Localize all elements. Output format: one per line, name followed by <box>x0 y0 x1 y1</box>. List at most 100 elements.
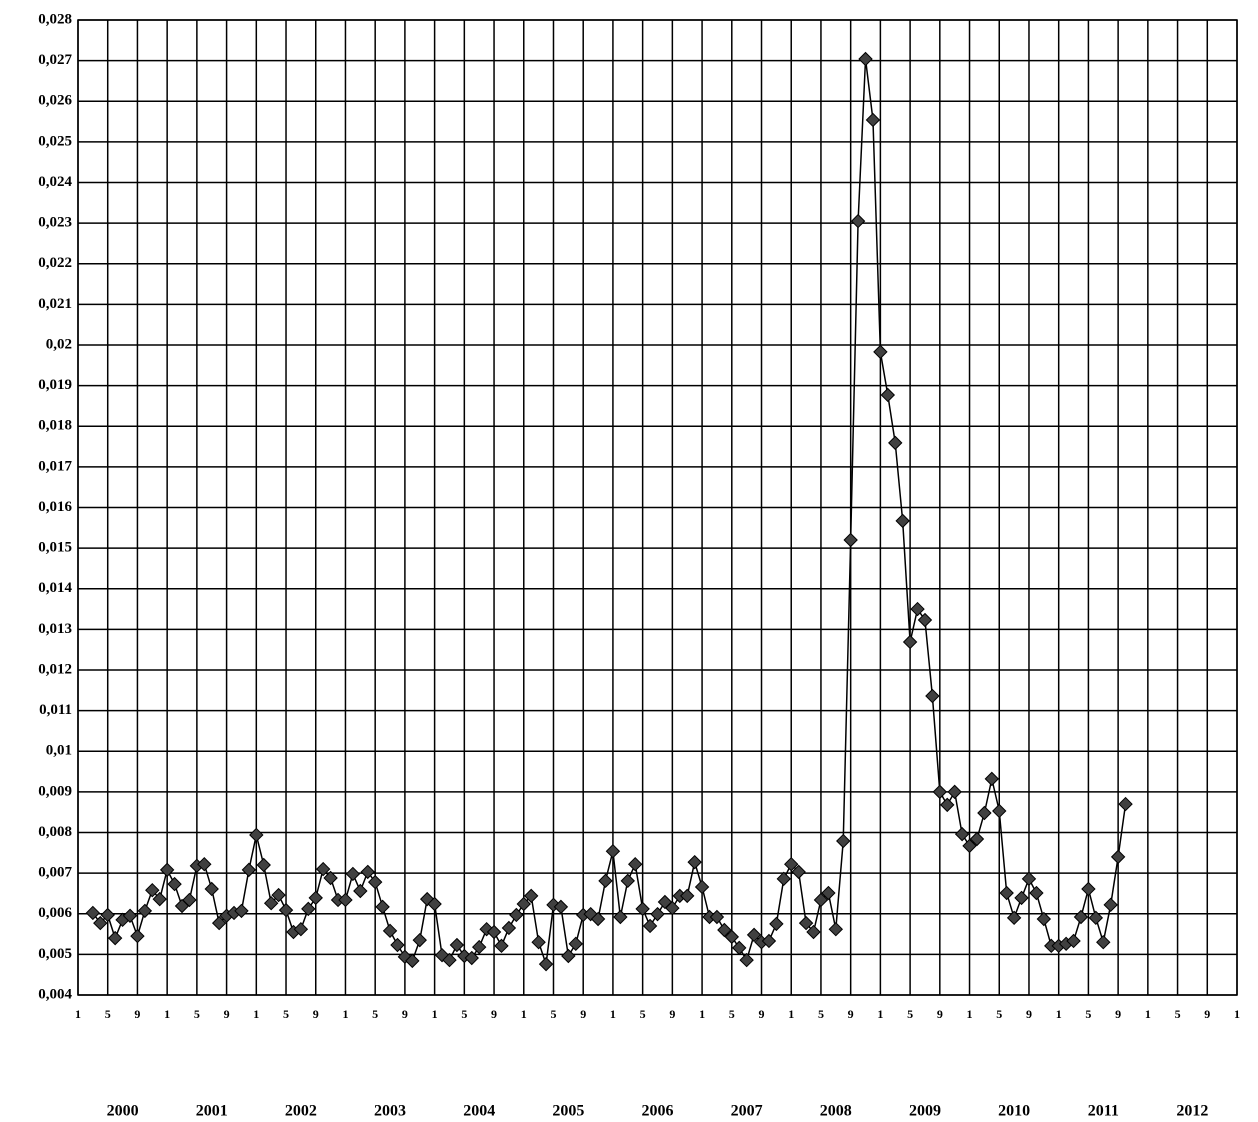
y-tick-label: 0,027 <box>38 52 72 68</box>
marker <box>271 887 286 903</box>
year-label: 2007 <box>731 1103 763 1120</box>
y-tick-label: 0,017 <box>38 458 72 474</box>
marker <box>397 949 413 965</box>
marker <box>902 634 918 650</box>
marker <box>531 934 546 950</box>
marker <box>1088 910 1104 926</box>
year-label: 2008 <box>820 1103 852 1120</box>
marker <box>323 870 338 886</box>
year-label: 2004 <box>463 1103 495 1120</box>
year-label: 2002 <box>285 1103 317 1120</box>
marker <box>145 882 160 898</box>
marker <box>1110 849 1126 865</box>
x-tick-label: 5 <box>372 1007 378 1021</box>
y-tick-label: 0,021 <box>38 296 72 312</box>
y-tick-label: 0,026 <box>38 93 72 109</box>
marker <box>746 927 762 943</box>
marker <box>605 843 621 859</box>
marker <box>583 906 598 922</box>
x-tick-label: 9 <box>491 1007 497 1021</box>
marker <box>962 838 977 854</box>
marker <box>769 916 784 932</box>
x-tick-label: 9 <box>669 1007 675 1021</box>
marker <box>813 892 829 908</box>
marker <box>732 940 747 956</box>
x-tick-label: 5 <box>550 1007 556 1021</box>
x-tick-label: 9 <box>224 1007 230 1021</box>
marker <box>1118 796 1133 812</box>
y-tick-label: 0,004 <box>38 986 72 1002</box>
x-tick-label: 5 <box>283 1007 289 1021</box>
x-tick-label: 5 <box>729 1007 735 1021</box>
marker <box>93 915 108 931</box>
marker <box>798 915 814 931</box>
marker <box>516 896 531 912</box>
marker <box>1036 911 1052 927</box>
y-tick-label: 0,006 <box>38 905 72 921</box>
marker <box>954 826 970 842</box>
y-tick-label: 0,015 <box>38 540 72 556</box>
year-label: 2012 <box>1176 1103 1208 1120</box>
marker <box>159 862 175 878</box>
y-tick-label: 0,011 <box>39 702 72 718</box>
x-tick-label: 9 <box>759 1007 765 1021</box>
marker <box>895 513 910 529</box>
x-tick-label: 9 <box>1204 1007 1210 1021</box>
marker <box>1029 885 1044 901</box>
y-tick-label: 0,013 <box>38 621 72 637</box>
marker <box>843 532 858 548</box>
marker <box>405 953 420 969</box>
year-label: 2011 <box>1088 1103 1119 1120</box>
x-tick-label: 9 <box>937 1007 943 1021</box>
y-tick-label: 0,012 <box>38 661 72 677</box>
marker <box>234 903 249 919</box>
marker <box>85 905 101 921</box>
x-tick-label: 1 <box>967 1007 973 1021</box>
x-tick-label: 1 <box>75 1007 81 1021</box>
marker <box>628 856 643 872</box>
marker <box>665 900 680 916</box>
year-label: 2003 <box>374 1103 406 1120</box>
marker <box>694 879 710 895</box>
marker <box>821 885 836 901</box>
marker <box>1103 897 1118 913</box>
marker <box>977 805 992 821</box>
marker <box>167 876 182 892</box>
x-tick-label: 1 <box>521 1007 527 1021</box>
y-tick-label: 0,016 <box>38 499 72 515</box>
x-tick-label: 5 <box>1175 1007 1181 1021</box>
marker <box>501 920 517 936</box>
marker <box>449 937 465 953</box>
marker <box>850 213 866 229</box>
marker <box>471 939 487 955</box>
marker <box>910 601 925 617</box>
y-tick-label: 0,023 <box>38 215 72 231</box>
x-tick-label: 1 <box>1145 1007 1151 1021</box>
y-tick-label: 0,014 <box>38 580 72 596</box>
x-tick-label: 5 <box>194 1007 200 1021</box>
x-tick-label: 1 <box>342 1007 348 1021</box>
x-tick-label: 5 <box>640 1007 646 1021</box>
marker <box>546 897 561 913</box>
x-tick-label: 9 <box>1026 1007 1032 1021</box>
y-tick-label: 0,009 <box>38 783 72 799</box>
marker <box>367 874 383 890</box>
year-label: 2001 <box>196 1103 228 1120</box>
marker <box>776 871 792 887</box>
marker <box>479 921 494 937</box>
marker <box>642 918 658 934</box>
marker <box>360 864 375 880</box>
year-label: 2009 <box>909 1103 941 1120</box>
marker <box>278 902 294 918</box>
x-tick-label: 1 <box>1234 1007 1240 1021</box>
marker <box>598 873 613 889</box>
marker <box>204 881 219 897</box>
year-label: 2010 <box>998 1103 1030 1120</box>
y-tick-label: 0,022 <box>38 255 72 271</box>
marker <box>1066 933 1081 949</box>
marker <box>1081 881 1096 897</box>
x-tick-label: 5 <box>818 1007 824 1021</box>
plot-border <box>77 19 1238 996</box>
x-tick-label: 5 <box>996 1007 1002 1021</box>
